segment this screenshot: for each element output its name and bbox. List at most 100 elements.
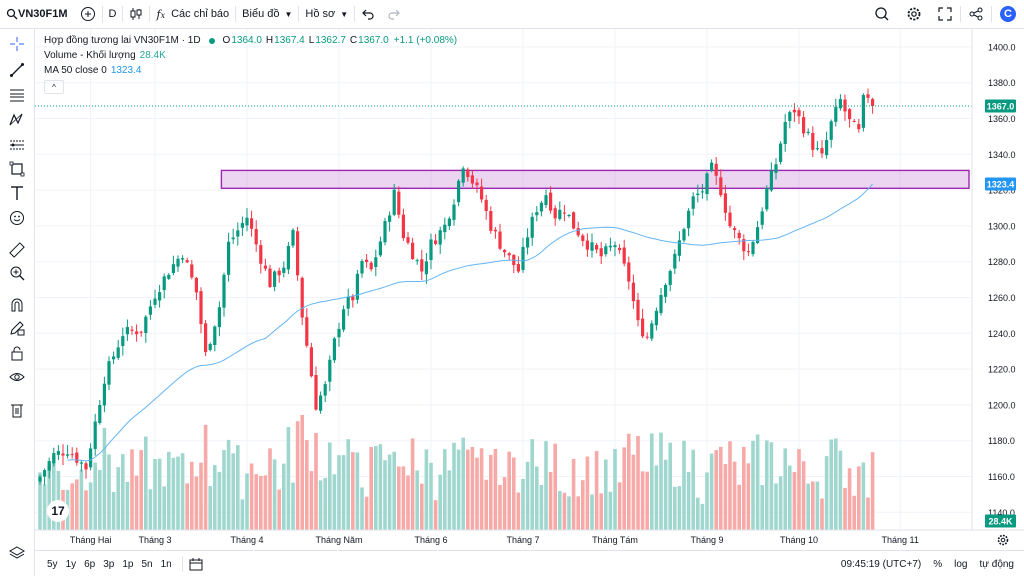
volume-bar <box>438 474 442 530</box>
candle-body <box>489 211 493 231</box>
candle-body <box>475 182 479 186</box>
brand-logo[interactable]: C <box>992 0 1024 28</box>
volume-bar <box>604 459 608 530</box>
visibility-tool[interactable] <box>8 368 26 386</box>
volume-bar <box>286 427 291 530</box>
prediction-tool[interactable] <box>8 136 26 154</box>
volume-bar <box>139 450 143 530</box>
zoom-tool[interactable] <box>8 264 26 282</box>
range-1y[interactable]: 1y <box>65 558 77 570</box>
candle-body <box>369 262 373 270</box>
volume-bar <box>709 453 714 530</box>
resistance-zone[interactable] <box>220 169 970 190</box>
volume-bar <box>410 438 415 530</box>
candle-body <box>848 109 852 120</box>
compare-button[interactable] <box>74 0 102 28</box>
range-6p[interactable]: 6p <box>84 558 96 570</box>
lock-tool[interactable] <box>8 344 26 362</box>
interval-button[interactable]: D <box>108 8 117 20</box>
log-toggle[interactable]: log <box>954 558 968 570</box>
volume-bar <box>213 465 217 530</box>
share-button[interactable] <box>961 0 991 28</box>
plot-area[interactable] <box>35 29 972 530</box>
candle-body <box>470 175 474 184</box>
low-value: 1362.7 <box>315 35 346 46</box>
text-tool[interactable] <box>8 184 26 202</box>
settings-button[interactable] <box>898 0 930 28</box>
candle-body <box>700 191 704 193</box>
volume-bar <box>291 482 295 530</box>
candle-body <box>222 274 226 308</box>
layers-tool[interactable] <box>8 544 26 562</box>
indicators-button[interactable]: fx Các chỉ báo <box>150 0 235 28</box>
legend-ma-row[interactable]: MA 50 close 0 1323.4 <box>44 63 461 78</box>
divider <box>298 6 300 22</box>
trend-line-tool[interactable] <box>8 61 26 79</box>
auto-toggle[interactable]: tự động <box>979 558 1015 570</box>
symbol-search[interactable]: VN30F1M <box>0 0 74 28</box>
candle-body <box>415 260 419 262</box>
range-3p[interactable]: 3p <box>103 558 115 570</box>
ma-value-tag-bg <box>985 177 1016 191</box>
time-axis[interactable]: Tháng Hai Tháng 3 Tháng 4 Tháng Năm Tháng 6 T… <box>35 529 1024 546</box>
crosshair-tool[interactable] <box>8 35 26 53</box>
volume-bar <box>585 456 590 530</box>
redo-button[interactable] <box>381 0 407 28</box>
candle-body <box>668 271 672 285</box>
range-1n[interactable]: 1n <box>160 558 172 570</box>
volume-bar <box>640 471 645 530</box>
y-tick-label: 1200.0 <box>988 400 1016 410</box>
volume-bar <box>369 447 373 530</box>
candle-body <box>388 215 392 222</box>
range-1p[interactable]: 1p <box>122 558 134 570</box>
volume-bar <box>263 475 268 530</box>
legend-main-row[interactable]: Hợp đồng tương lai VN30F1M · 1D O 1364.0 … <box>44 33 461 48</box>
fullscreen-button[interactable] <box>930 0 960 28</box>
lock-drawing-tool[interactable] <box>8 319 26 337</box>
magnet-tool[interactable] <box>8 296 26 314</box>
candle-body <box>719 177 723 196</box>
chart-type-menu[interactable]: Biểu đồ ▼ <box>236 0 298 28</box>
candle-body <box>714 163 718 176</box>
volume-bar <box>392 451 396 530</box>
text-icon <box>11 186 23 200</box>
legend-volume-row[interactable]: Volume - Khối lượng 28.4K <box>44 48 461 63</box>
shape-tool[interactable] <box>8 160 26 178</box>
volume-bar <box>659 432 663 530</box>
y-tick-label: 1360.0 <box>988 114 1016 124</box>
volume-bar <box>364 496 369 530</box>
measure-tool[interactable] <box>8 241 26 259</box>
volume-label: Volume - Khối lượng <box>44 50 136 61</box>
time-display[interactable]: 09:45:19 (UTC+7) <box>840 558 922 570</box>
volume-bar <box>180 453 185 530</box>
undo-button[interactable] <box>355 0 381 28</box>
percent-toggle[interactable]: % <box>933 558 943 570</box>
fib-tool[interactable] <box>8 86 26 104</box>
volume-bar <box>627 433 631 530</box>
candle-body <box>549 192 553 211</box>
profile-menu[interactable]: Hồ sơ ▼ <box>299 0 354 28</box>
quick-search-button[interactable] <box>866 0 898 28</box>
price-axis[interactable]: 1140.0 1160.0 1180.0 1200.0 1220.0 1240.0 1260… <box>971 29 1016 530</box>
range-5n[interactable]: 5n <box>141 558 153 570</box>
y-tick-label: 1340.0 <box>988 150 1016 160</box>
candle-body <box>443 224 447 233</box>
volume-bar <box>447 470 452 530</box>
delete-tool[interactable] <box>8 401 26 419</box>
chart-type-label: Biểu đồ <box>242 8 280 20</box>
candle-type-button[interactable] <box>123 0 149 28</box>
legend-collapse-button[interactable]: ^ <box>44 80 64 94</box>
candle-body <box>144 316 148 333</box>
volume-bar <box>157 458 162 530</box>
volume-bar <box>167 451 171 530</box>
calendar-range-icon <box>189 558 203 571</box>
date-range-picker[interactable] <box>189 557 203 571</box>
range-5y[interactable]: 5y <box>47 558 58 570</box>
volume-bar <box>705 472 709 530</box>
volume-bar <box>866 497 870 530</box>
tradingview-logo-icon[interactable]: 17 <box>47 500 69 522</box>
emoji-tool[interactable] <box>8 209 26 227</box>
undo-icon <box>362 9 374 20</box>
pattern-tool[interactable] <box>8 111 26 129</box>
